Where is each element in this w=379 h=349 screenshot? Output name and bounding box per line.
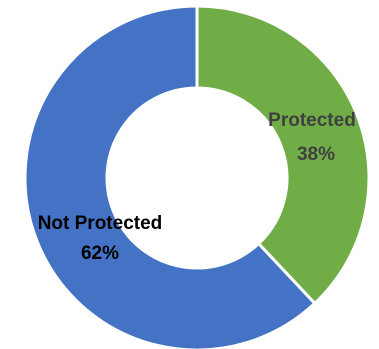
slice-label-protected: Protected [268, 110, 356, 131]
slice-labels: Protected 38% Not Protected 62% [38, 110, 356, 264]
slice-label-not-protected: Not Protected [38, 213, 163, 234]
slice-value-protected: 38% [297, 144, 335, 165]
slice-not-protected [23, 4, 317, 349]
slice-protected [195, 4, 371, 306]
slice-value-not-protected: 62% [81, 243, 119, 264]
donut-slices [23, 4, 371, 349]
